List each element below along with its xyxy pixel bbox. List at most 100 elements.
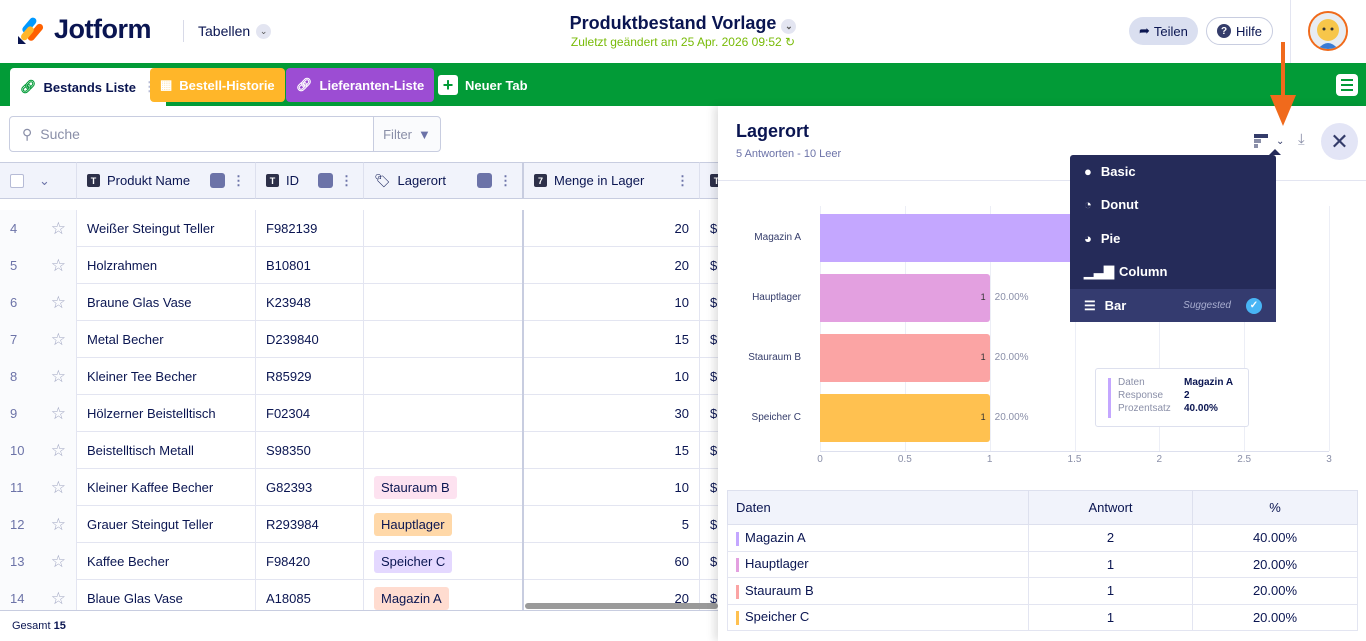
next-cell[interactable]: $ [700, 506, 718, 543]
star-icon[interactable]: ☆ [50, 366, 66, 386]
table-row[interactable]: 9 ☆ Hölzerner Beistelltisch F02304 30 $ [0, 395, 718, 432]
lagerort-cell[interactable] [364, 247, 524, 284]
next-cell[interactable]: $ [700, 284, 718, 321]
quantity-cell[interactable]: 20 [524, 247, 700, 284]
quantity-cell[interactable]: 60 [524, 543, 700, 580]
next-cell[interactable]: $ [700, 432, 718, 469]
quantity-cell[interactable]: 15 [524, 321, 700, 358]
lagerort-cell[interactable] [364, 321, 524, 358]
id-cell[interactable]: F982139 [256, 210, 364, 247]
column-header-produkt-name[interactable]: T Produkt Name ⋮ [77, 162, 256, 199]
id-cell[interactable]: D239840 [256, 321, 364, 358]
id-cell[interactable]: G82393 [256, 469, 364, 506]
tabellen-dropdown[interactable]: Tabellen ⌄ [198, 23, 272, 39]
quantity-cell[interactable]: 15 [524, 432, 700, 469]
help-button[interactable]: ? Hilfe [1206, 17, 1274, 45]
column-header-next[interactable]: T [700, 162, 718, 199]
lagerort-cell[interactable] [364, 284, 524, 321]
id-cell[interactable]: S98350 [256, 432, 364, 469]
lagerort-cell[interactable]: Hauptlager [364, 506, 524, 543]
name-cell[interactable]: Grauer Steingut Teller [77, 506, 256, 543]
quantity-cell[interactable]: 20 [524, 580, 700, 617]
lagerort-cell[interactable] [364, 210, 524, 247]
quantity-cell[interactable]: 30 [524, 395, 700, 432]
column-header-id[interactable]: T ID ⋮ [256, 162, 364, 199]
quantity-cell[interactable]: 20 [524, 210, 700, 247]
column-header-lagerort[interactable]: 🏷︎ Lagerort ⋮ [364, 162, 524, 199]
star-icon[interactable]: ☆ [50, 551, 66, 571]
table-row[interactable]: 7 ☆ Metal Becher D239840 15 $ [0, 321, 718, 358]
lagerort-cell[interactable] [364, 358, 524, 395]
name-cell[interactable]: Hölzerner Beistelltisch [77, 395, 256, 432]
bar-hauptlager[interactable] [820, 274, 990, 322]
next-cell[interactable]: $ [700, 543, 718, 580]
location-tag[interactable]: Speicher C [374, 550, 453, 573]
chart-type-bar[interactable]: ☰ Bar Suggested ✓ [1070, 289, 1276, 322]
chart-type-column[interactable]: ▁▃▇ Column [1070, 255, 1276, 288]
chevron-down-icon[interactable]: ⌄ [39, 172, 50, 188]
next-cell[interactable]: $ [700, 580, 718, 617]
share-button[interactable]: ➦ Teilen [1129, 17, 1198, 45]
next-cell[interactable]: $ [700, 358, 718, 395]
location-tag[interactable]: Hauptlager [374, 513, 452, 536]
name-cell[interactable]: Weißer Steingut Teller [77, 210, 256, 247]
star-icon[interactable]: ☆ [50, 329, 66, 349]
id-cell[interactable]: R85929 [256, 358, 364, 395]
next-cell[interactable]: $ [700, 469, 718, 506]
star-icon[interactable]: ☆ [50, 514, 66, 534]
quantity-cell[interactable]: 10 [524, 469, 700, 506]
chart-type-donut[interactable]: ◔ Donut [1070, 188, 1276, 221]
horizontal-scrollbar[interactable] [525, 603, 718, 609]
table-row[interactable]: 12 ☆ Grauer Steingut Teller R293984 Haupt… [0, 506, 718, 543]
chart-type-button[interactable]: ⌄ [1254, 133, 1284, 149]
table-header-antwort[interactable]: Antwort [1028, 490, 1193, 525]
avatar[interactable] [1308, 11, 1348, 51]
name-cell[interactable]: Holzrahmen [77, 247, 256, 284]
more-icon[interactable]: ⋮ [340, 172, 353, 188]
next-cell[interactable]: $ [700, 210, 718, 247]
star-icon[interactable]: ☆ [50, 218, 66, 238]
table-row[interactable]: 10 ☆ Beistelltisch Metall S98350 15 $ [0, 432, 718, 469]
name-cell[interactable]: Beistelltisch Metall [77, 432, 256, 469]
chevron-down-icon[interactable]: ⌄ [781, 19, 797, 34]
star-icon[interactable]: ☆ [50, 440, 66, 460]
star-icon[interactable]: ☆ [50, 477, 66, 497]
pin-icon[interactable] [477, 173, 492, 188]
star-icon[interactable]: ☆ [50, 403, 66, 423]
bar-speicher-c[interactable] [820, 394, 990, 442]
jotform-logo[interactable]: Jotform [16, 14, 152, 45]
lagerort-cell[interactable] [364, 395, 524, 432]
new-tab-button[interactable]: + Neuer Tab [428, 68, 538, 102]
search-input[interactable]: ⚲ Suche [9, 116, 374, 152]
resize-icon[interactable] [318, 173, 333, 188]
next-cell[interactable]: $ [700, 321, 718, 358]
lagerort-cell[interactable]: Stauraum B [364, 469, 524, 506]
table-header-percent[interactable]: % [1192, 490, 1358, 525]
id-cell[interactable]: A18085 [256, 580, 364, 617]
lagerort-cell[interactable] [364, 432, 524, 469]
download-icon[interactable]: ⤓ [1298, 131, 1305, 148]
tab-lieferanten-liste[interactable]: 🔗︎ Lieferanten-Liste [286, 68, 435, 102]
location-tag[interactable]: Stauraum B [374, 476, 457, 499]
name-cell[interactable]: Braune Glas Vase [77, 284, 256, 321]
id-cell[interactable]: F02304 [256, 395, 364, 432]
star-icon[interactable]: ☆ [50, 588, 66, 608]
pin-icon[interactable] [210, 173, 225, 188]
quantity-cell[interactable]: 10 [524, 284, 700, 321]
star-icon[interactable]: ☆ [50, 255, 66, 275]
lagerort-cell[interactable]: Speicher C [364, 543, 524, 580]
more-icon[interactable]: ⋮ [232, 172, 245, 188]
name-cell[interactable]: Kleiner Kaffee Becher [77, 469, 256, 506]
more-icon[interactable]: ⋮ [499, 172, 512, 188]
lagerort-cell[interactable]: Magazin A [364, 580, 524, 617]
tab-bestands-liste[interactable]: 🔗︎Bestands Liste⋮ [10, 68, 166, 106]
close-button[interactable]: ✕ [1321, 123, 1358, 160]
id-cell[interactable]: B10801 [256, 247, 364, 284]
table-row[interactable]: 11 ☆ Kleiner Kaffee Becher G82393 Staurau… [0, 469, 718, 506]
page-title[interactable]: Produktbestand Vorlage ⌄ [0, 13, 1366, 34]
chart-type-pie[interactable]: ◕ Pie [1070, 222, 1276, 255]
column-header-menge-in-lager[interactable]: 7 Menge in Lager ⋮ [524, 162, 700, 199]
location-tag[interactable]: Magazin A [374, 587, 449, 610]
id-cell[interactable]: R293984 [256, 506, 364, 543]
table-row[interactable]: 5 ☆ Holzrahmen B10801 20 $ [0, 247, 718, 284]
